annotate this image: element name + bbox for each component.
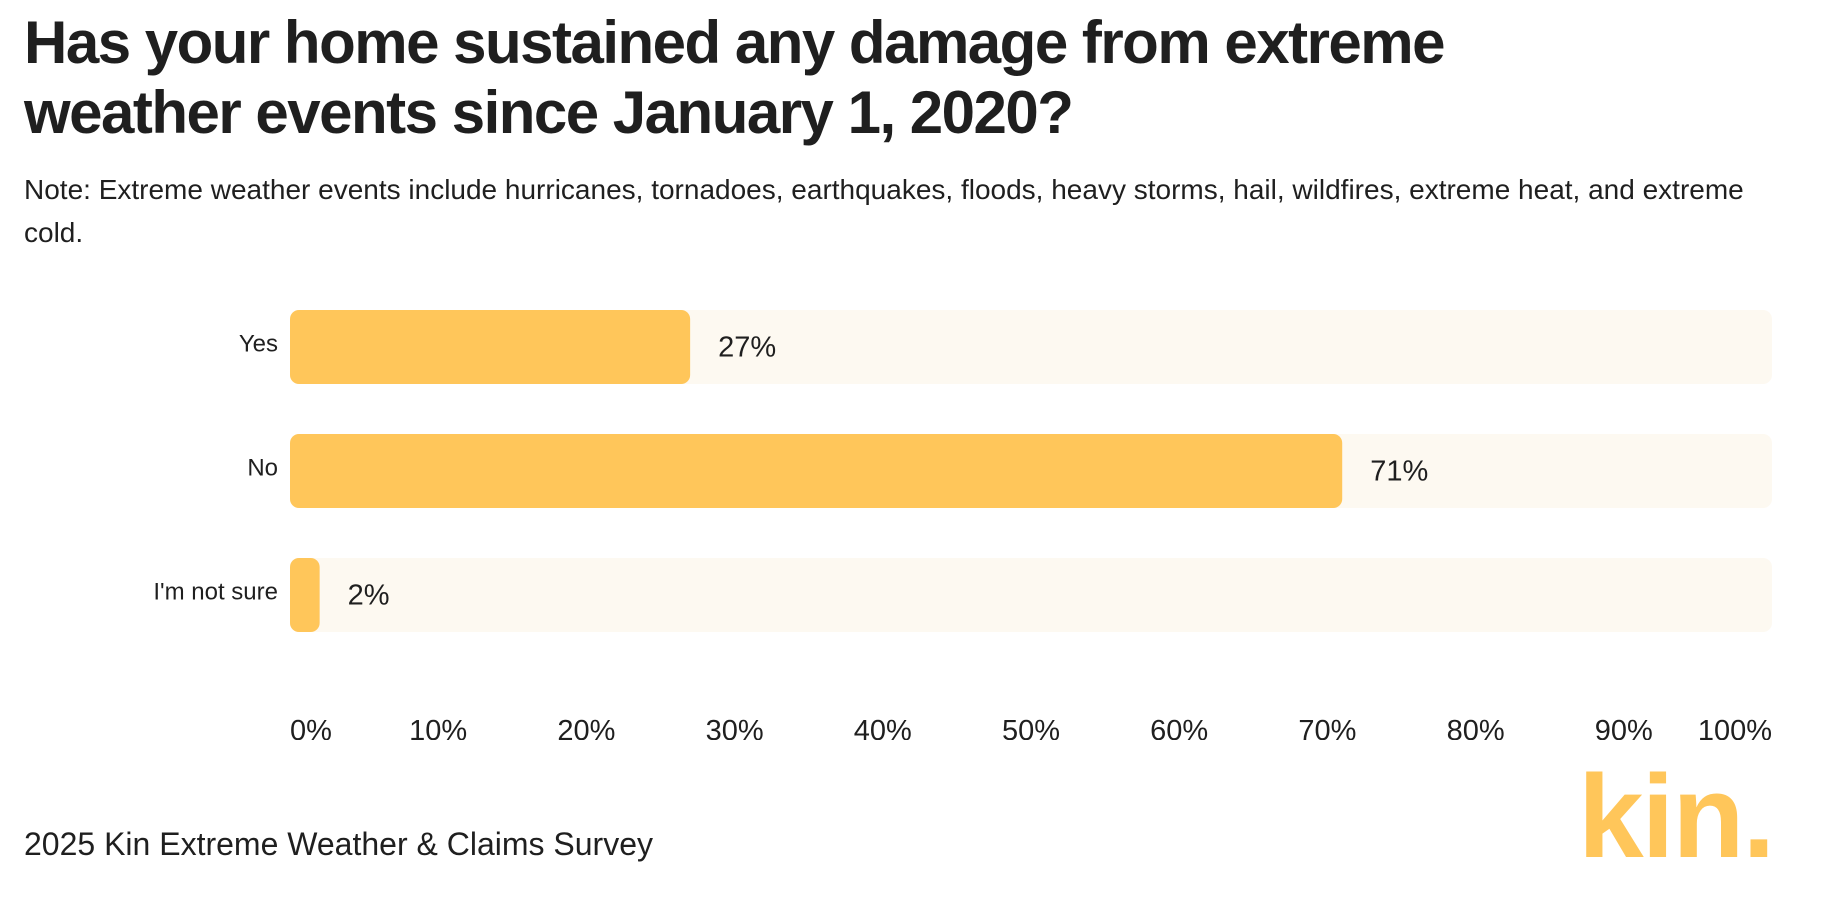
x-tick-label: 40%: [854, 715, 912, 740]
data-label: 71%: [1370, 456, 1428, 488]
category-label: No: [247, 454, 278, 481]
x-tick-label: 90%: [1595, 715, 1653, 740]
x-tick-label: 100%: [1698, 715, 1772, 740]
x-tick-label: 0%: [290, 715, 332, 740]
bar-chart: Yes 27% No 71% I'm not sure 2% 0% 10% 20% 30% 40% 5…: [153, 310, 1772, 740]
bar: [290, 310, 691, 384]
data-label: 27%: [718, 332, 776, 364]
kin-logo: kin.: [1578, 751, 1775, 883]
x-tick-label: 30%: [706, 715, 764, 740]
x-tick-label: 50%: [1002, 715, 1060, 740]
chart-note: Note: Extreme weather events include hur…: [24, 174, 1744, 248]
survey-source: 2025 Kin Extreme Weather & Claims Survey: [24, 826, 653, 862]
category-label: I'm not sure: [153, 578, 278, 605]
bar: [290, 558, 320, 632]
x-tick-label: 80%: [1447, 715, 1505, 740]
x-tick-label: 60%: [1150, 715, 1208, 740]
data-label: 2%: [348, 580, 390, 612]
x-tick-label: 10%: [409, 715, 467, 740]
x-tick-label: 20%: [557, 715, 615, 740]
bar-track: [290, 558, 1772, 632]
category-label: Yes: [239, 330, 278, 357]
bar: [290, 434, 1343, 508]
chart-title: Has your home sustained any damage from …: [24, 9, 1446, 146]
x-tick-label: 70%: [1298, 715, 1356, 740]
